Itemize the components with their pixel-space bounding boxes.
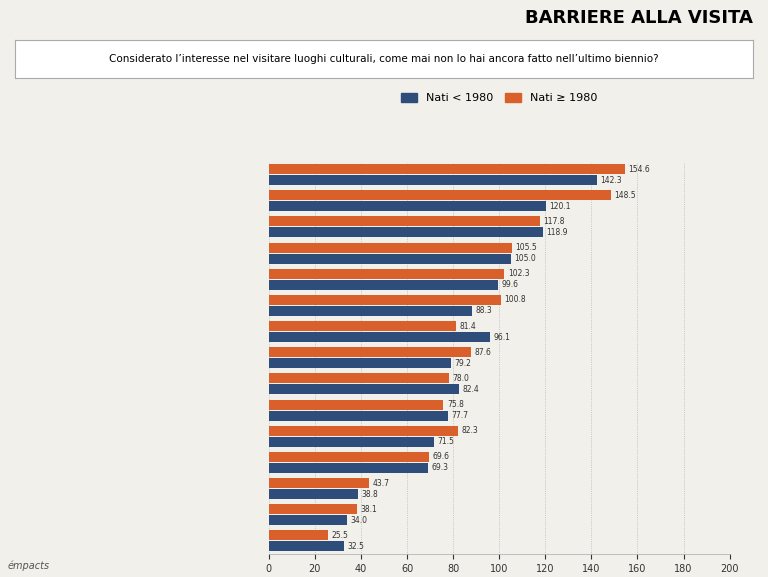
- Text: 120.1: 120.1: [549, 202, 571, 211]
- Text: 87.6: 87.6: [474, 348, 491, 357]
- Bar: [269, 164, 625, 174]
- Bar: [269, 426, 458, 436]
- Text: 105.0: 105.0: [514, 254, 536, 263]
- Legend: Nati < 1980, Nati ≥ 1980: Nati < 1980, Nati ≥ 1980: [401, 93, 598, 103]
- Text: 78.0: 78.0: [452, 374, 468, 383]
- Text: 99.6: 99.6: [502, 280, 518, 289]
- Bar: [269, 515, 347, 525]
- Text: 96.1: 96.1: [494, 332, 511, 342]
- Text: émpacts: émpacts: [8, 561, 50, 571]
- Bar: [269, 373, 449, 383]
- Bar: [269, 295, 501, 305]
- Bar: [269, 216, 540, 226]
- Text: 71.5: 71.5: [437, 437, 454, 446]
- Bar: [269, 411, 448, 421]
- Text: 117.8: 117.8: [544, 217, 565, 226]
- Text: 79.2: 79.2: [455, 359, 472, 368]
- Text: 148.5: 148.5: [614, 191, 636, 200]
- Bar: [269, 175, 597, 185]
- Bar: [269, 452, 429, 462]
- Bar: [269, 358, 452, 368]
- Text: 142.3: 142.3: [600, 175, 622, 185]
- Bar: [269, 347, 471, 357]
- Text: 105.5: 105.5: [515, 243, 537, 252]
- Text: 32.5: 32.5: [347, 542, 364, 551]
- Bar: [269, 321, 456, 331]
- Bar: [269, 269, 505, 279]
- Text: 69.3: 69.3: [432, 463, 449, 473]
- Bar: [269, 530, 327, 540]
- Text: 81.4: 81.4: [460, 321, 477, 331]
- Bar: [269, 384, 458, 394]
- Bar: [269, 201, 545, 211]
- Text: 38.8: 38.8: [362, 489, 379, 499]
- Text: 88.3: 88.3: [475, 306, 492, 316]
- Text: 102.3: 102.3: [508, 269, 530, 278]
- Text: 77.7: 77.7: [452, 411, 468, 420]
- Bar: [269, 478, 369, 488]
- Bar: [269, 489, 358, 499]
- Text: 118.9: 118.9: [546, 228, 568, 237]
- Bar: [269, 400, 443, 410]
- Text: 69.6: 69.6: [432, 452, 449, 462]
- Bar: [269, 437, 433, 447]
- Text: 34.0: 34.0: [350, 516, 368, 524]
- Text: 75.8: 75.8: [447, 400, 464, 409]
- Bar: [269, 332, 490, 342]
- Text: Considerato l’interesse nel visitare luoghi culturali, come mai non lo hai ancor: Considerato l’interesse nel visitare luo…: [109, 54, 659, 64]
- Text: 100.8: 100.8: [505, 295, 526, 305]
- Text: 82.4: 82.4: [462, 385, 479, 394]
- Text: 154.6: 154.6: [628, 164, 650, 174]
- Bar: [269, 463, 429, 473]
- Bar: [269, 504, 356, 514]
- Bar: [269, 541, 343, 551]
- Bar: [269, 280, 498, 290]
- Text: 38.1: 38.1: [360, 505, 377, 514]
- Text: BARRIERE ALLA VISITA: BARRIERE ALLA VISITA: [525, 9, 753, 27]
- Bar: [269, 243, 511, 253]
- Bar: [269, 190, 611, 200]
- Text: 43.7: 43.7: [373, 478, 390, 488]
- Bar: [269, 254, 511, 264]
- Text: 25.5: 25.5: [331, 531, 348, 540]
- Bar: [269, 227, 543, 237]
- Bar: [269, 306, 472, 316]
- Text: 82.3: 82.3: [462, 426, 478, 435]
